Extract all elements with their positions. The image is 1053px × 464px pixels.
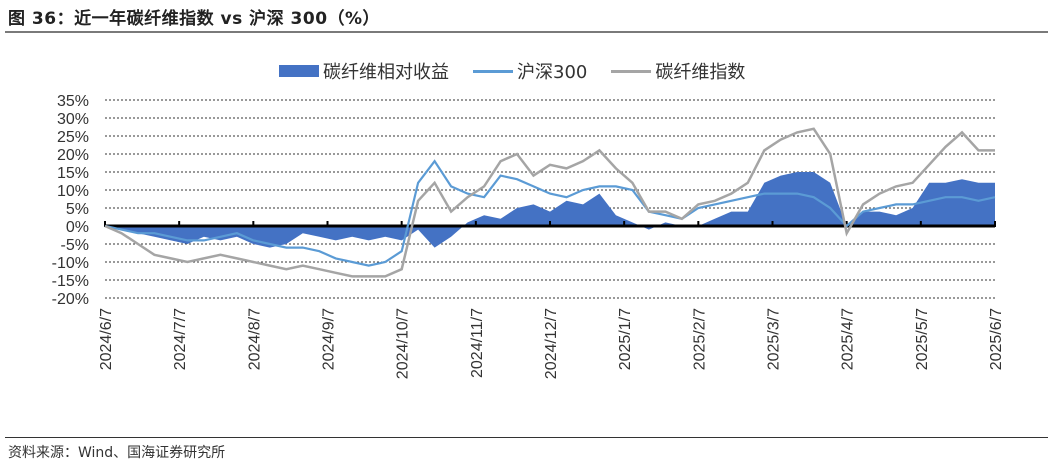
- y-tick-label: 30%: [57, 111, 89, 128]
- y-axis-labels: 35%30%25%20%15%10%5%0%-5%-10%-15%-20%: [52, 93, 89, 308]
- chart-legend: 碳纤维相对收益 沪深300 碳纤维指数: [279, 58, 769, 84]
- title-divider: [5, 31, 1048, 33]
- gridlines: [105, 99, 995, 299]
- x-tick-label: 2025/6/7: [988, 308, 1005, 370]
- x-axis-labels: 2024/6/7 2024/7/7 2024/8/7 2024/9/7 2024/10/…: [98, 308, 1005, 379]
- source-note: 资料来源：Wind、国海证券研究所: [8, 445, 226, 461]
- chart-title: 图 36：近一年碳纤维指数 vs 沪深 300（%）: [8, 9, 381, 29]
- x-tick-label: 2024/9/7: [321, 308, 338, 370]
- legend-swatch-area-icon: [279, 65, 319, 77]
- y-tick-label: 10%: [57, 183, 89, 200]
- x-tick-label: 2024/12/7: [543, 308, 560, 379]
- x-tick-label: 2025/2/7: [691, 308, 708, 370]
- x-tick-label: 2025/1/7: [617, 308, 634, 370]
- y-tick-label: -15%: [52, 273, 89, 290]
- footer-divider: [5, 437, 1048, 438]
- y-tick-label: 35%: [57, 93, 89, 110]
- relative-return-area: [105, 172, 995, 248]
- x-tick-label: 2024/8/7: [246, 308, 263, 370]
- cf-index-line: [104, 127, 995, 278]
- y-tick-label: 25%: [57, 129, 89, 146]
- y-tick-label: 0%: [66, 219, 89, 236]
- y-tick-label: 15%: [57, 165, 89, 182]
- y-tick-label: -10%: [52, 255, 89, 272]
- x-tick-label: 2024/10/7: [395, 308, 412, 379]
- legend-item-relative-return: 碳纤维相对收益: [279, 58, 449, 84]
- legend-label: 沪深300: [517, 62, 588, 83]
- legend-label: 碳纤维相对收益: [323, 62, 449, 83]
- x-tick-label: 2025/3/7: [766, 308, 783, 370]
- legend-label: 碳纤维指数: [655, 62, 746, 83]
- legend-swatch-line-icon: [611, 69, 652, 73]
- x-tick-label: 2024/11/7: [469, 308, 486, 378]
- x-tick-label: 2025/5/7: [914, 308, 931, 370]
- x-axis-ticks: [104, 221, 996, 227]
- x-tick-label: 2025/4/7: [840, 308, 857, 370]
- chart-plot: 35%30%25%20%15%10%5%0%-5%-10%-15%-20% 20…: [52, 93, 1005, 379]
- hs300-line: [104, 159, 996, 267]
- legend-item-cf-index: 碳纤维指数: [611, 58, 745, 84]
- x-tick-label: 2024/6/7: [98, 308, 115, 370]
- legend-swatch-line-icon: [473, 69, 513, 73]
- x-tick-label: 2024/7/7: [172, 308, 189, 370]
- y-tick-label: 5%: [66, 201, 89, 218]
- y-tick-label: 20%: [57, 147, 89, 164]
- legend-item-hs300: 沪深300: [473, 58, 587, 84]
- y-tick-label: -20%: [52, 291, 89, 308]
- y-tick-label: -5%: [61, 237, 89, 254]
